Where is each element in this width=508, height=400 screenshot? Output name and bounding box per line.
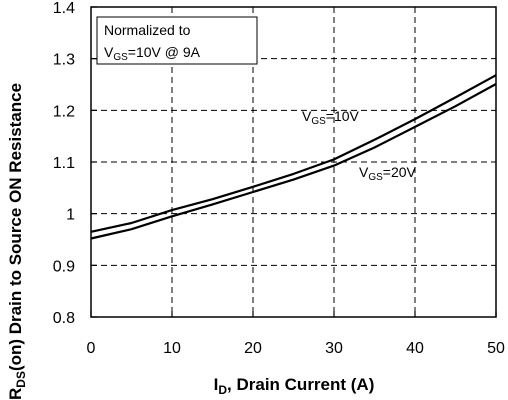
- series-lines: [90, 74, 497, 240]
- y-tick-label: 1.3: [53, 52, 75, 69]
- series-label-vgs20: VGS=20V: [359, 164, 417, 183]
- series-label-vgs10: VGS=10V: [302, 108, 360, 127]
- annotation-box: Normalized to VGS=10V @ 9A: [96, 16, 258, 65]
- x-tick-labels: 0 10 20 30 40 50: [87, 340, 505, 357]
- x-axis-title: ID, Drain Current (A): [214, 375, 375, 397]
- x-tick-label: 30: [325, 340, 343, 357]
- y-axis-title: RDS(on) Drain to Source ON Resistance: [6, 83, 28, 400]
- x-tick-label: 10: [163, 340, 181, 357]
- y-tick-label: 1.2: [53, 103, 75, 120]
- annotation-line1: Normalized to: [104, 22, 191, 38]
- series-line-vgs10v: [90, 74, 497, 233]
- y-tick-label: 0.9: [53, 258, 75, 275]
- x-tick-label: 0: [87, 340, 96, 357]
- y-tick-label: 0.8: [53, 310, 75, 327]
- plot-frame: [90, 6, 497, 318]
- x-tick-label: 20: [244, 340, 262, 357]
- y-tick-label: 1: [66, 207, 75, 224]
- annotation-box-frame: [96, 16, 258, 65]
- x-tick-label: 40: [406, 340, 424, 357]
- x-tick-label: 50: [487, 340, 505, 357]
- y-tick-labels: 0.8 0.9 1 1.1 1.2 1.3 1.4: [53, 0, 75, 327]
- annotation-line2: VGS=10V @ 9A: [104, 44, 201, 63]
- series-line-vgs20v: [90, 83, 497, 240]
- y-tick-label: 1.1: [53, 155, 75, 172]
- y-tick-label: 1.4: [53, 0, 75, 17]
